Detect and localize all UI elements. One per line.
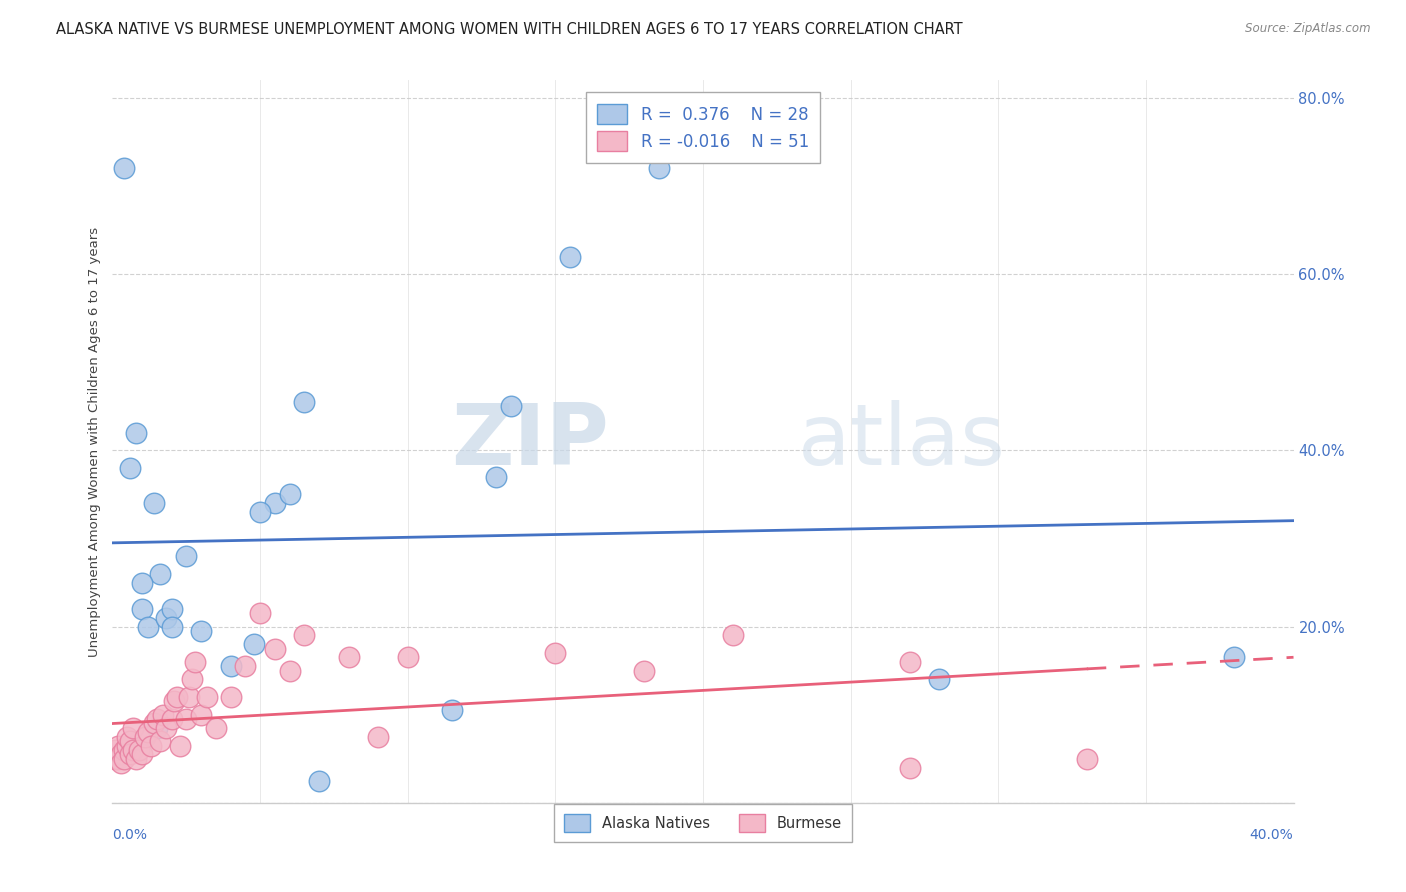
Point bbox=[1076, 752, 1098, 766]
Point bbox=[264, 641, 287, 656]
Text: 0.0%: 0.0% bbox=[112, 828, 148, 842]
Point bbox=[120, 747, 142, 762]
Point bbox=[160, 619, 183, 633]
Point bbox=[292, 628, 315, 642]
Point bbox=[125, 752, 148, 766]
Point bbox=[898, 760, 921, 774]
Point bbox=[166, 690, 188, 704]
Point bbox=[142, 716, 165, 731]
Point bbox=[190, 624, 212, 638]
Point bbox=[633, 664, 655, 678]
Point bbox=[233, 659, 256, 673]
Point bbox=[181, 673, 204, 687]
Point bbox=[396, 650, 419, 665]
Point bbox=[1223, 650, 1246, 665]
Point bbox=[249, 607, 271, 621]
Point bbox=[163, 694, 186, 708]
Point bbox=[122, 721, 145, 735]
Point bbox=[120, 734, 142, 748]
Point bbox=[136, 725, 159, 739]
Y-axis label: Unemployment Among Women with Children Ages 6 to 17 years: Unemployment Among Women with Children A… bbox=[89, 227, 101, 657]
Point bbox=[110, 747, 132, 762]
Point bbox=[131, 747, 153, 762]
Text: 40.0%: 40.0% bbox=[1250, 828, 1294, 842]
Point bbox=[122, 743, 145, 757]
Point bbox=[142, 496, 165, 510]
Point bbox=[160, 712, 183, 726]
Point bbox=[104, 743, 127, 757]
Point bbox=[928, 673, 950, 687]
Point bbox=[174, 712, 197, 726]
Text: ZIP: ZIP bbox=[451, 400, 609, 483]
Point bbox=[131, 575, 153, 590]
Point bbox=[647, 161, 671, 176]
Point bbox=[219, 659, 242, 673]
Point bbox=[219, 690, 242, 704]
Point bbox=[125, 425, 148, 440]
Point bbox=[128, 743, 150, 757]
Text: ALASKA NATIVE VS BURMESE UNEMPLOYMENT AMONG WOMEN WITH CHILDREN AGES 6 TO 17 YEA: ALASKA NATIVE VS BURMESE UNEMPLOYMENT AM… bbox=[56, 22, 963, 37]
Point bbox=[264, 496, 287, 510]
Point bbox=[107, 752, 129, 766]
Point bbox=[243, 637, 266, 651]
Point bbox=[160, 602, 183, 616]
Point bbox=[195, 690, 218, 704]
Point bbox=[544, 646, 567, 660]
Point bbox=[112, 743, 135, 757]
Point bbox=[152, 707, 174, 722]
Point bbox=[110, 756, 132, 771]
Point bbox=[112, 752, 135, 766]
Point bbox=[558, 250, 582, 264]
Point bbox=[139, 739, 162, 753]
Point bbox=[120, 461, 142, 475]
Point bbox=[146, 721, 169, 735]
Point bbox=[179, 690, 201, 704]
Point bbox=[134, 730, 156, 744]
Point bbox=[898, 655, 921, 669]
Point bbox=[149, 734, 172, 748]
Point bbox=[149, 566, 172, 581]
Point bbox=[278, 487, 301, 501]
Point bbox=[117, 730, 138, 744]
Point bbox=[205, 721, 228, 735]
Point bbox=[184, 655, 207, 669]
Point bbox=[441, 703, 464, 717]
Point bbox=[155, 721, 177, 735]
Text: atlas: atlas bbox=[797, 400, 1005, 483]
Point bbox=[190, 707, 212, 722]
Legend: Alaska Natives, Burmese: Alaska Natives, Burmese bbox=[554, 805, 852, 842]
Point bbox=[249, 505, 271, 519]
Point bbox=[337, 650, 360, 665]
Point bbox=[485, 470, 508, 484]
Point bbox=[136, 619, 159, 633]
Point bbox=[501, 399, 523, 413]
Point bbox=[146, 712, 169, 726]
Point bbox=[117, 739, 138, 753]
Point bbox=[169, 739, 191, 753]
Point bbox=[174, 549, 197, 563]
Point bbox=[112, 161, 135, 176]
Point bbox=[292, 395, 315, 409]
Point bbox=[131, 602, 153, 616]
Point bbox=[721, 628, 744, 642]
Point bbox=[104, 752, 127, 766]
Text: Source: ZipAtlas.com: Source: ZipAtlas.com bbox=[1246, 22, 1371, 36]
Point bbox=[107, 739, 129, 753]
Point bbox=[308, 773, 330, 788]
Point bbox=[278, 664, 301, 678]
Point bbox=[367, 730, 389, 744]
Point bbox=[155, 611, 177, 625]
